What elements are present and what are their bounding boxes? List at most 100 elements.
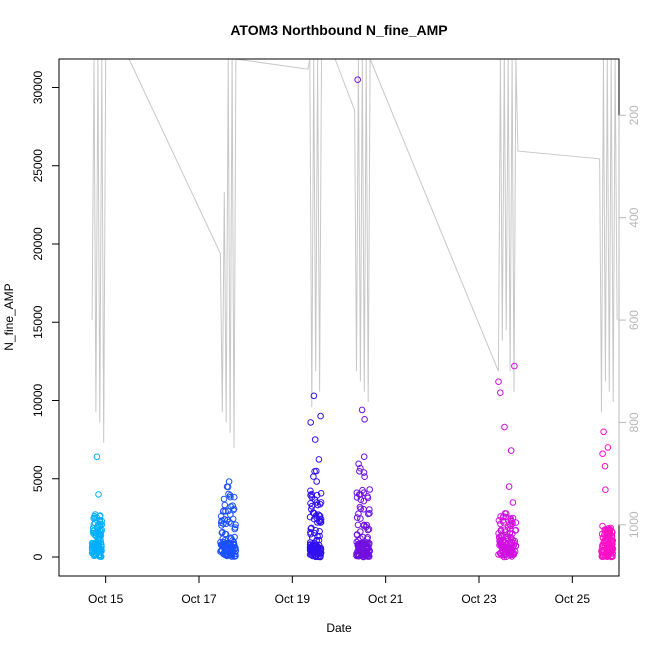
y-tick-label: 20000 bbox=[31, 227, 45, 261]
data-point bbox=[316, 528, 323, 535]
data-point bbox=[220, 520, 227, 527]
data-point bbox=[312, 544, 320, 552]
data-point bbox=[231, 533, 238, 541]
data-point bbox=[222, 508, 229, 515]
data-point bbox=[354, 521, 362, 529]
data-point bbox=[223, 547, 230, 555]
data-point bbox=[306, 513, 314, 521]
y-axis: 0 5000 10000 15000 20000 25000 30000 bbox=[31, 70, 60, 560]
data-point bbox=[363, 521, 371, 529]
data-point-outlier bbox=[604, 444, 612, 451]
data-point bbox=[357, 540, 365, 548]
data-point bbox=[602, 537, 610, 545]
x-tick-label: Oct 15 bbox=[88, 592, 124, 606]
data-point bbox=[353, 514, 361, 521]
data-point bbox=[502, 510, 510, 517]
data-point bbox=[353, 489, 361, 497]
data-point bbox=[232, 521, 239, 529]
data-point bbox=[220, 495, 228, 503]
data-point bbox=[230, 506, 237, 514]
data-point bbox=[229, 502, 236, 510]
data-point-outlier bbox=[511, 362, 518, 370]
data-point bbox=[231, 524, 239, 531]
data-point bbox=[501, 528, 509, 536]
data-point bbox=[604, 552, 612, 560]
data-point bbox=[89, 542, 96, 550]
right-y-tick-label: 400 bbox=[627, 207, 641, 227]
data-point-outlier bbox=[361, 416, 368, 423]
data-point bbox=[96, 512, 104, 520]
data-point bbox=[310, 515, 318, 523]
data-point bbox=[313, 491, 321, 499]
data-point bbox=[227, 520, 235, 527]
data-point-outlier bbox=[505, 483, 513, 490]
data-point bbox=[503, 553, 510, 561]
data-point bbox=[506, 550, 514, 557]
secondary-line-series bbox=[91, 58, 618, 449]
data-point bbox=[357, 505, 365, 513]
y-tick-label: 10000 bbox=[31, 383, 45, 417]
data-point-outlier bbox=[317, 412, 324, 420]
data-point bbox=[307, 491, 314, 499]
data-point bbox=[229, 537, 236, 544]
data-point bbox=[503, 534, 511, 542]
y-tick-label: 15000 bbox=[31, 305, 45, 339]
data-point bbox=[229, 548, 236, 556]
data-point bbox=[495, 533, 503, 541]
data-point bbox=[97, 549, 104, 556]
data-point bbox=[360, 497, 368, 505]
data-point bbox=[509, 499, 517, 506]
data-point-outlier bbox=[601, 462, 609, 470]
right-y-tick-label: 200 bbox=[627, 105, 641, 125]
data-point bbox=[359, 486, 366, 494]
scatter-series bbox=[88, 76, 617, 561]
x-tick-label: Oct 17 bbox=[181, 592, 217, 606]
y-tick-label: 5000 bbox=[31, 465, 45, 492]
data-point bbox=[501, 551, 508, 559]
data-point bbox=[313, 478, 321, 485]
data-point bbox=[227, 511, 234, 518]
y-tick-label: 0 bbox=[31, 553, 45, 560]
data-point bbox=[604, 529, 612, 537]
data-point bbox=[223, 483, 231, 491]
data-point bbox=[91, 551, 98, 559]
data-point bbox=[353, 494, 361, 501]
data-point bbox=[366, 506, 373, 513]
data-point bbox=[314, 501, 322, 509]
data-point bbox=[313, 467, 320, 475]
data-point bbox=[358, 539, 365, 547]
x-tick-label: Oct 21 bbox=[368, 592, 404, 606]
data-point bbox=[497, 513, 504, 520]
data-point bbox=[95, 534, 103, 541]
data-point-outlier bbox=[602, 486, 609, 494]
y-axis-label: N_fine_AMP bbox=[2, 283, 16, 350]
data-point bbox=[307, 487, 314, 495]
data-point bbox=[510, 551, 518, 558]
data-point bbox=[359, 544, 366, 551]
data-point bbox=[361, 473, 368, 481]
data-point bbox=[218, 547, 226, 554]
data-point bbox=[230, 493, 238, 501]
data-point bbox=[95, 530, 102, 538]
data-point bbox=[316, 512, 324, 520]
data-point bbox=[599, 522, 606, 530]
data-point bbox=[598, 547, 605, 555]
data-point-outlier bbox=[600, 428, 607, 436]
data-point bbox=[607, 524, 615, 532]
data-point bbox=[355, 460, 362, 468]
data-point bbox=[360, 469, 368, 476]
data-point bbox=[230, 540, 237, 548]
data-point bbox=[222, 530, 230, 538]
data-point bbox=[360, 453, 368, 461]
data-point bbox=[607, 543, 614, 550]
data-point bbox=[497, 526, 505, 534]
data-point bbox=[229, 544, 237, 551]
data-point-outlier bbox=[311, 436, 319, 443]
data-point bbox=[356, 468, 363, 475]
data-point bbox=[227, 535, 235, 543]
data-point bbox=[315, 456, 323, 463]
data-point bbox=[495, 517, 503, 524]
data-point bbox=[312, 549, 319, 556]
data-point bbox=[317, 490, 325, 497]
